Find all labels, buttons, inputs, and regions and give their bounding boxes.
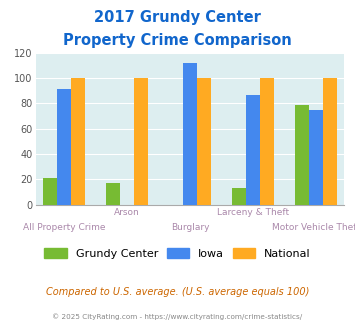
Text: Larceny & Theft: Larceny & Theft [217,208,289,217]
Text: Property Crime Comparison: Property Crime Comparison [63,33,292,48]
Bar [57,89,71,205]
Bar [197,78,211,205]
Bar [106,183,120,205]
Bar [309,110,323,205]
Bar [246,94,260,205]
Bar [183,63,197,205]
Bar [260,78,274,205]
Bar [295,105,309,205]
Text: Motor Vehicle Theft: Motor Vehicle Theft [272,223,355,232]
Bar [71,78,84,205]
Text: 2017 Grundy Center: 2017 Grundy Center [94,10,261,25]
Legend: Grundy Center, Iowa, National: Grundy Center, Iowa, National [40,243,315,263]
Text: Compared to U.S. average. (U.S. average equals 100): Compared to U.S. average. (U.S. average … [46,287,309,297]
Text: All Property Crime: All Property Crime [23,223,105,232]
Bar [43,178,57,205]
Text: Arson: Arson [114,208,140,217]
Text: © 2025 CityRating.com - https://www.cityrating.com/crime-statistics/: © 2025 CityRating.com - https://www.city… [53,314,302,320]
Text: Burglary: Burglary [171,223,209,232]
Bar [134,78,148,205]
Bar [232,188,246,205]
Bar [323,78,337,205]
